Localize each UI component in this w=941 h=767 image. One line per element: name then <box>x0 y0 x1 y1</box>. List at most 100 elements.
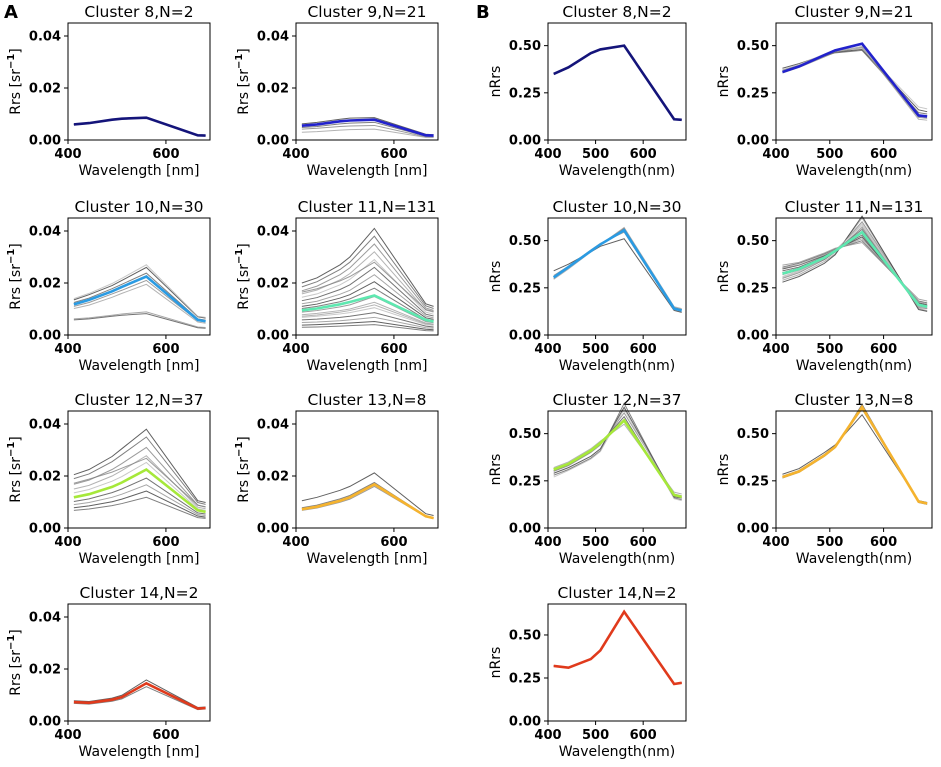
member-line <box>73 457 206 508</box>
y-tick-label: 0.25 <box>509 474 541 489</box>
chart-9: Cluster 9,N=21 400 500 600 0.00 0.25 0.50 Wavel… <box>716 3 933 179</box>
member-line <box>782 241 928 302</box>
x-tick-label: 600 <box>380 535 407 550</box>
y-axis-label: Rrs [sr−1] <box>6 629 24 696</box>
axes-frame <box>67 410 211 529</box>
x-tick-label: 600 <box>870 147 897 162</box>
y-axis-label: nRrs <box>488 66 504 98</box>
member-line <box>73 313 206 329</box>
chart-5: Cluster 12,N=37 400 600 0.00 0.02 0.04 Wavelen… <box>6 391 211 567</box>
member-line <box>301 485 434 520</box>
x-axis-label: Wavelength [nm] <box>79 358 200 374</box>
axes-frame <box>295 217 439 336</box>
x-tick-label: 600 <box>152 342 179 357</box>
y-tick-label: 0.00 <box>737 329 769 344</box>
x-tick-label: 400 <box>54 728 81 743</box>
axes-frame <box>67 217 211 336</box>
mean-line <box>782 230 928 308</box>
member-line <box>782 240 928 304</box>
axes-frame <box>547 410 687 529</box>
member-line <box>301 251 434 313</box>
y-tick-label: 0.00 <box>509 522 541 537</box>
y-tick-label: 0.04 <box>257 225 289 240</box>
x-tick-label: 400 <box>534 728 561 743</box>
chart-10: Cluster 10,N=30 400 500 600 0.00 0.25 0.50 Wave… <box>488 198 687 374</box>
mean-line <box>73 681 206 710</box>
chart-title: Cluster 11,N=131 <box>785 198 924 216</box>
member-line <box>73 283 206 324</box>
axes-frame <box>67 603 211 722</box>
x-tick-label: 400 <box>762 147 789 162</box>
mean-line <box>73 274 206 323</box>
chart-12: Cluster 12,N=37 400 500 600 0.00 0.25 0.50 Wave… <box>488 391 687 567</box>
y-tick-label: 0.00 <box>29 329 61 344</box>
y-axis-label: Rrs [sr−1] <box>234 243 252 310</box>
chart-4: Cluster 11,N=131 400 600 0.00 0.02 0.04 Wavele… <box>234 198 439 374</box>
member-line <box>553 231 682 312</box>
axes-frame <box>775 22 933 141</box>
axes-frame <box>547 217 687 336</box>
y-axis-label: Rrs [sr−1] <box>6 243 24 310</box>
y-tick-label: 0.00 <box>257 522 289 537</box>
chart-title: Cluster 8,N=2 <box>562 3 671 21</box>
member-line <box>301 312 434 328</box>
y-tick-label: 0.50 <box>509 39 541 54</box>
member-line <box>301 261 434 312</box>
x-axis-label: Wavelength(nm) <box>796 163 912 179</box>
y-axis-label: nRrs <box>488 454 504 486</box>
mean-line <box>553 418 683 499</box>
axes-frame <box>775 217 933 336</box>
member-line <box>301 320 434 331</box>
x-tick-label: 600 <box>630 147 657 162</box>
member-line <box>553 408 682 502</box>
x-tick-label: 500 <box>582 342 609 357</box>
mean-line <box>73 467 206 514</box>
y-tick-label: 0.25 <box>737 86 769 101</box>
x-axis-label: Wavelength(nm) <box>559 163 675 179</box>
x-tick-label: 500 <box>816 147 843 162</box>
y-axis-label: nRrs <box>488 647 504 679</box>
x-tick-label: 400 <box>534 147 561 162</box>
member-line <box>301 227 434 307</box>
member-line <box>301 258 434 315</box>
member-line <box>553 238 682 313</box>
chart-title: Cluster 11,N=131 <box>298 198 437 216</box>
member-line <box>73 266 206 319</box>
x-tick-label: 600 <box>380 147 407 162</box>
x-tick-label: 500 <box>582 535 609 550</box>
y-tick-label: 0.04 <box>257 418 289 433</box>
y-tick-label: 0.00 <box>737 134 769 149</box>
x-tick-label: 600 <box>152 535 179 550</box>
y-tick-label: 0.02 <box>29 470 61 485</box>
member-line <box>553 423 682 495</box>
chart-7: Cluster 14,N=2 400 600 0.00 0.02 0.04 Waveleng… <box>6 584 211 760</box>
x-tick-label: 600 <box>380 342 407 357</box>
y-tick-label: 0.00 <box>257 134 289 149</box>
y-tick-label: 0.00 <box>509 715 541 730</box>
member-line <box>73 428 206 504</box>
member-line <box>73 496 206 519</box>
x-tick-label: 400 <box>282 535 309 550</box>
chart-title: Cluster 8,N=2 <box>84 3 193 21</box>
mean-line <box>301 482 434 520</box>
x-axis-label: Wavelength [nm] <box>307 358 428 374</box>
mean-line <box>782 404 928 505</box>
member-line <box>782 49 928 115</box>
y-tick-label: 0.02 <box>29 82 61 97</box>
y-tick-label: 0.50 <box>509 628 541 643</box>
member-line <box>301 124 434 138</box>
x-tick-label: 600 <box>152 147 179 162</box>
x-tick-label: 400 <box>54 342 81 357</box>
member-line <box>301 281 434 320</box>
y-axis-label: nRrs <box>716 66 732 98</box>
member-line <box>301 301 434 325</box>
member-line <box>73 436 206 505</box>
member-line <box>73 686 206 711</box>
y-tick-label: 0.04 <box>29 225 61 240</box>
panel-label-b: B <box>476 2 490 23</box>
member-line <box>301 295 434 324</box>
y-tick-label: 0.04 <box>29 611 61 626</box>
x-tick-label: 400 <box>534 535 561 550</box>
member-line <box>73 461 206 511</box>
member-line <box>301 304 434 326</box>
